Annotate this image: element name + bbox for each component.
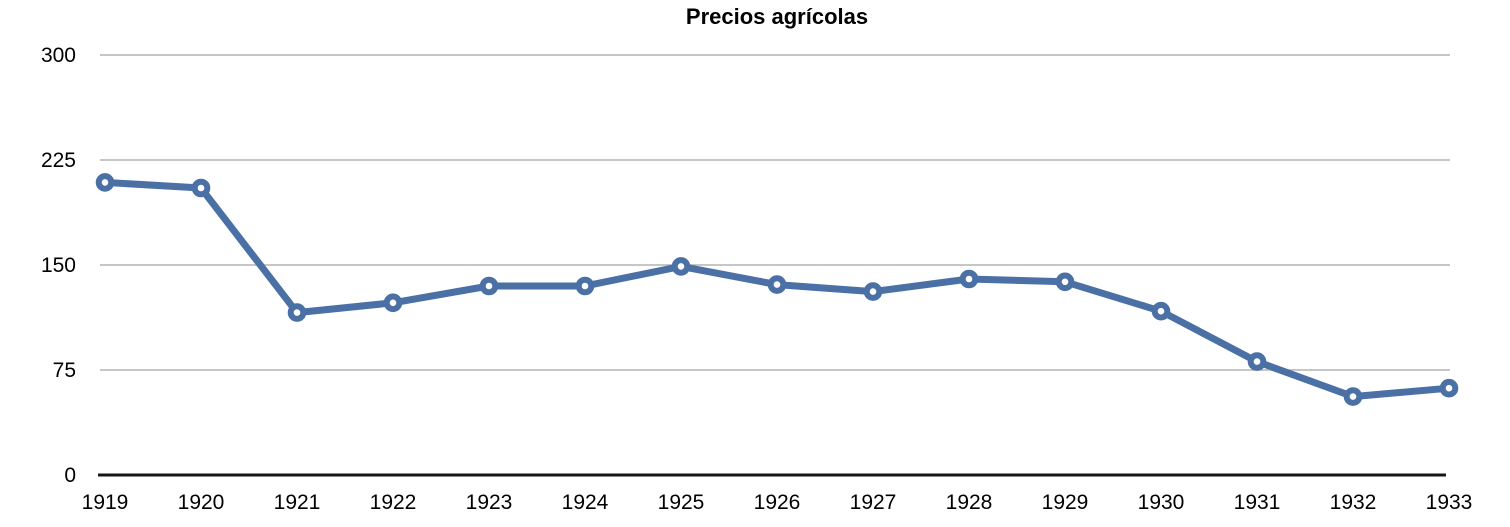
x-tick-label: 1930 bbox=[1138, 491, 1185, 514]
data-point-marker bbox=[575, 276, 595, 296]
x-tick-label: 1932 bbox=[1330, 491, 1377, 514]
data-point-marker bbox=[287, 303, 307, 322]
data-point-markers-group bbox=[95, 173, 1459, 406]
x-tick-label: 1919 bbox=[82, 491, 129, 514]
data-point-marker bbox=[863, 282, 883, 301]
x-tick-label: 1931 bbox=[1234, 491, 1281, 514]
x-axis-labels-group: 1919 1920 1921 1922 1923 1924 1925 1926 1927 1928… bbox=[82, 491, 1473, 514]
data-point-marker bbox=[383, 293, 403, 313]
x-tick-label: 1923 bbox=[466, 491, 513, 514]
data-point-marker bbox=[1247, 352, 1267, 371]
data-point-marker bbox=[1343, 387, 1363, 406]
data-point-marker bbox=[95, 173, 115, 192]
x-tick-label: 1928 bbox=[946, 491, 993, 514]
data-point-marker bbox=[767, 275, 787, 294]
y-tick-label: 300 bbox=[41, 44, 76, 67]
gridlines-group bbox=[100, 54, 1450, 371]
data-point-marker bbox=[959, 269, 979, 289]
x-tick-label: 1927 bbox=[850, 491, 897, 514]
x-tick-label: 1921 bbox=[274, 491, 321, 514]
y-tick-label: 225 bbox=[41, 149, 76, 172]
data-point-marker bbox=[1055, 272, 1075, 292]
data-point-marker bbox=[1439, 378, 1459, 398]
x-tick-label: 1926 bbox=[754, 491, 801, 514]
x-tick-label: 1925 bbox=[658, 491, 705, 514]
y-axis-labels-group: 0 75 150 225 300 bbox=[41, 44, 76, 487]
data-point-marker bbox=[479, 276, 499, 296]
data-point-marker bbox=[1151, 301, 1171, 321]
y-tick-label: 0 bbox=[64, 464, 76, 487]
data-point-marker bbox=[671, 257, 691, 276]
data-point-marker bbox=[191, 178, 211, 198]
x-tick-label: 1922 bbox=[370, 491, 417, 514]
y-tick-label: 150 bbox=[41, 254, 76, 277]
x-tick-label: 1920 bbox=[178, 491, 225, 514]
x-tick-label: 1929 bbox=[1042, 491, 1089, 514]
chart-title: Precios agrícolas bbox=[686, 4, 868, 29]
y-tick-label: 75 bbox=[53, 359, 76, 382]
x-tick-label: 1933 bbox=[1426, 491, 1473, 514]
x-tick-label: 1924 bbox=[562, 491, 609, 514]
